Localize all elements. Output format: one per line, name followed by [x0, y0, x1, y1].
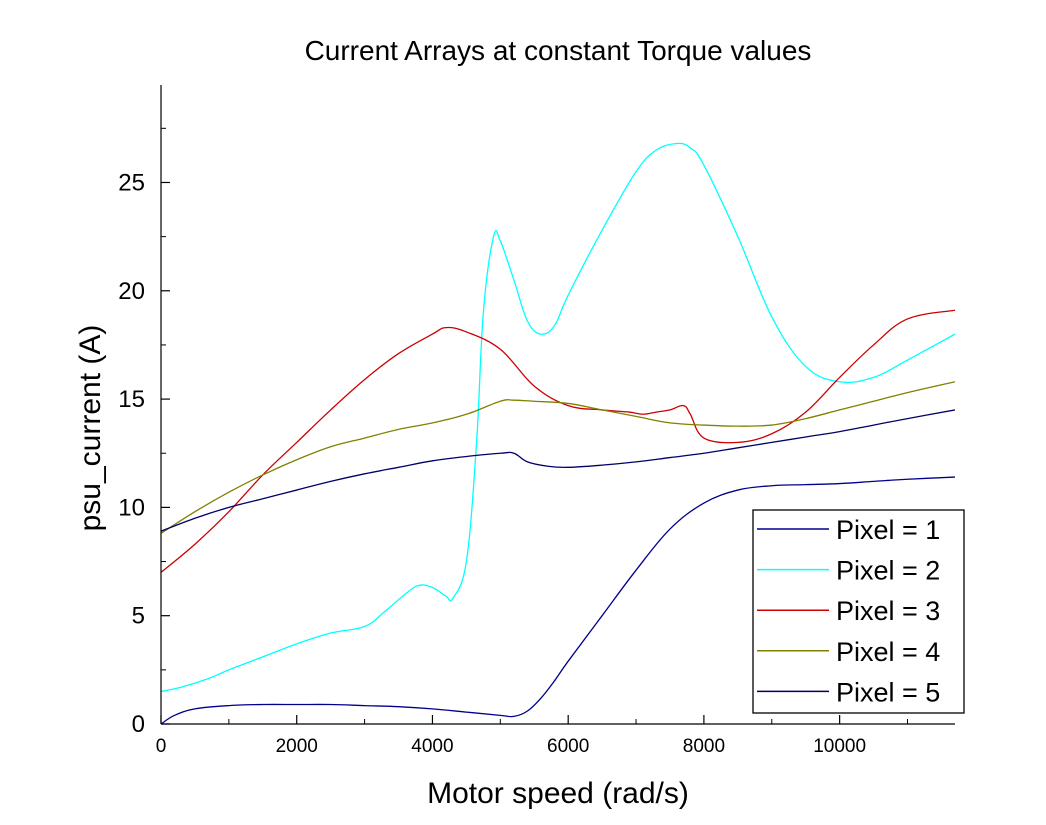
axes: 0 5 10 15 20 25 0 2000 4000 6000 8000 10000	[118, 85, 955, 757]
x-tick-label: 0	[156, 736, 167, 757]
x-tick-label: 6000	[547, 736, 589, 757]
legend-label: Pixel = 2	[836, 556, 940, 586]
legend: Pixel = 1 Pixel = 2 Pixel = 3 Pixel = 4 Pixe…	[752, 509, 965, 714]
legend-label: Pixel = 5	[836, 677, 940, 707]
legend-label: Pixel = 1	[836, 515, 940, 545]
series-line-pixel-5	[161, 409, 955, 532]
series-line-pixel-4	[161, 381, 955, 534]
y-tick-label: 10	[118, 494, 145, 521]
series-line-pixel-2	[161, 142, 955, 693]
x-axis-label: Motor speed (rad/s)	[427, 777, 689, 810]
x-tick-label: 8000	[683, 736, 725, 757]
legend-box	[752, 509, 965, 714]
y-tick-label: 25	[118, 169, 145, 196]
plot-area	[161, 142, 955, 724]
x-tick-label: 4000	[411, 736, 453, 757]
legend-label: Pixel = 3	[836, 596, 940, 626]
y-tick-label: 15	[118, 386, 145, 413]
legend-label: Pixel = 4	[836, 637, 940, 667]
chart-title: Current Arrays at constant Torque values	[305, 35, 812, 66]
x-tick-label: 10000	[813, 736, 866, 757]
y-tick-label: 5	[132, 603, 145, 630]
y-tick-label: 0	[132, 711, 145, 738]
series-line-pixel-1	[161, 476, 955, 724]
x-tick-label: 2000	[276, 736, 318, 757]
y-axis-label: psu_current (A)	[74, 325, 107, 532]
y-tick-label: 20	[118, 278, 145, 305]
